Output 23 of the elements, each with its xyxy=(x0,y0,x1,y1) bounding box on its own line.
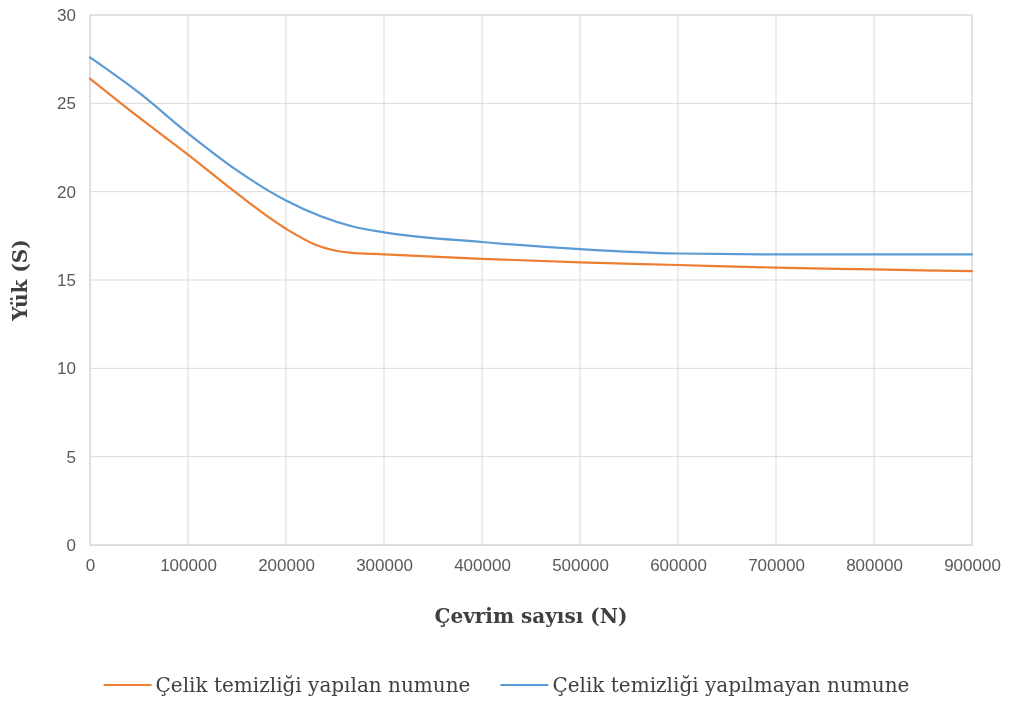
legend-label: Çelik temizliği yapılan numune xyxy=(155,673,471,697)
y-tick-label: 10 xyxy=(57,359,76,379)
y-tick-label: 20 xyxy=(57,182,76,202)
x-tick-label: 900000 xyxy=(944,556,1001,576)
legend-label: Çelik temizliği yapılmayan numune xyxy=(552,673,910,697)
line-series xyxy=(88,56,974,256)
line-series xyxy=(88,77,974,273)
x-tick-label: 300000 xyxy=(356,556,413,576)
x-tick-label: 500000 xyxy=(552,556,609,576)
y-axis-title: Yük (S) xyxy=(8,239,32,322)
x-tick-label: 0 xyxy=(85,556,96,576)
x-tick-label: 700000 xyxy=(748,556,805,576)
x-tick-label: 800000 xyxy=(846,556,903,576)
y-tick-label: 25 xyxy=(57,94,76,114)
x-axis-title: Çevrim sayısı (N) xyxy=(434,604,628,628)
x-tick-label: 400000 xyxy=(454,556,511,576)
y-tick-label: 0 xyxy=(66,535,76,555)
x-tick-label: 600000 xyxy=(650,556,707,576)
x-tick-label: 100000 xyxy=(160,556,217,576)
y-tick-label: 5 xyxy=(66,447,76,467)
y-tick-label: 15 xyxy=(57,270,76,290)
x-tick-label: 200000 xyxy=(258,556,315,576)
y-tick-label: 30 xyxy=(57,5,76,25)
